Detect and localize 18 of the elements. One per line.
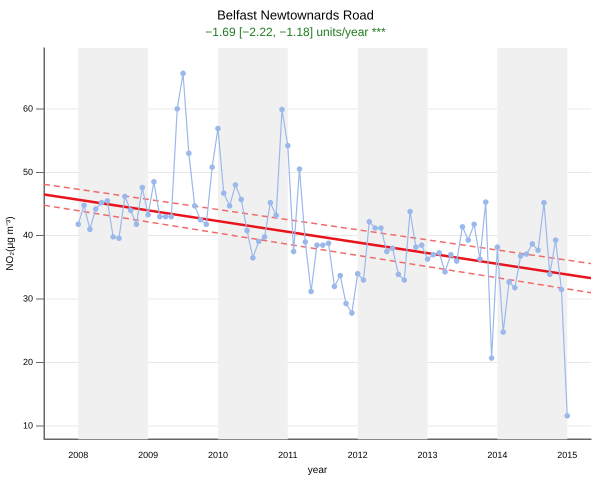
x-tick-label: 2012: [348, 450, 368, 460]
x-tick-label: 2010: [208, 450, 228, 460]
y-tick-label: 60: [22, 103, 34, 114]
y-axis-title: NO₂(μg m⁻³): [4, 216, 16, 271]
x-tick-label: 2009: [138, 450, 158, 460]
y-tick-label: 10: [22, 420, 34, 430]
y-tick-label: 40: [22, 230, 34, 240]
x-tick-label: 2013: [418, 450, 438, 460]
x-axis-title: year: [308, 464, 328, 476]
y-tick-label: 30: [22, 294, 34, 304]
chart-title: Belfast Newtownards Road: [217, 7, 374, 22]
x-tick-label: 2011: [278, 450, 298, 460]
chart-subtitle: −1.69 [−2.22, −1.18] units/year ***: [205, 25, 386, 40]
x-tick-label: 2008: [68, 450, 88, 460]
y-tick-label: 20: [22, 356, 34, 367]
x-tick-label: 2015: [557, 450, 578, 460]
x-tick-label: 2014: [487, 450, 508, 460]
y-tick-label: 50: [22, 166, 34, 177]
